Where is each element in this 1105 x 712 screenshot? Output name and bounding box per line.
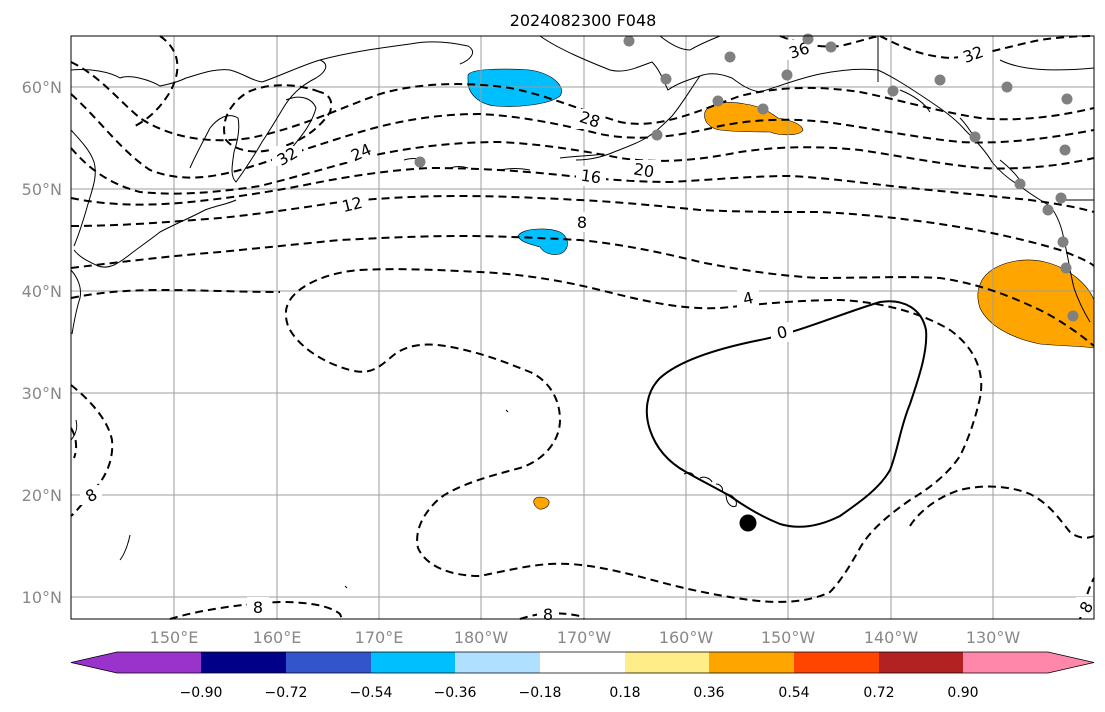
colorbar-segment xyxy=(625,652,709,673)
colorbar: −0.90 −0.72 −0.54 −0.36 −0.18 0.18 0.36 … xyxy=(70,651,1095,701)
positive-anomaly-hawaii-west xyxy=(533,496,550,510)
colorbar-tick-label: 0.90 xyxy=(947,685,978,701)
colorbar-segment xyxy=(540,652,625,673)
colorbar-tick-label: −0.90 xyxy=(180,685,223,701)
contour-label-8-bottom: 8 xyxy=(253,598,263,617)
colorbar-tick-label: −0.18 xyxy=(519,685,562,701)
lon-tick-label: 130°W xyxy=(966,628,1021,647)
contour-8-right xyxy=(909,485,1095,539)
contour-0 xyxy=(645,300,928,528)
contour-8-bottom-b xyxy=(519,612,585,620)
lat-tick-label: 50°N xyxy=(22,180,62,199)
negative-anomaly-bering xyxy=(467,68,562,107)
lon-tick-label: 150°E xyxy=(150,628,199,647)
contour-8-bottom xyxy=(169,600,343,620)
colorbar-tick-label: 0.18 xyxy=(609,685,640,701)
colorbar-segment xyxy=(117,652,201,673)
map-panel: 36 32 32 28 24 20 16 12 8 8 8 8 4 xyxy=(70,33,1097,624)
hawaii-marker xyxy=(739,514,757,532)
contour-label-4: 4 xyxy=(741,288,755,309)
contour-32-west xyxy=(134,35,179,127)
lat-axis: 60°N 50°N 40°N 30°N 20°N 10°N xyxy=(22,78,62,607)
colorbar-outline xyxy=(70,651,1095,674)
contour-8-left-b xyxy=(70,427,78,459)
lon-axis: 150°E 160°E 170°E 180°W 170°W 160°W 150°… xyxy=(150,628,1021,647)
colorbar-tick-label: −0.72 xyxy=(265,685,308,701)
colorbar-tick-label: −0.54 xyxy=(350,685,393,701)
negative-anomaly-aleutian xyxy=(517,228,568,255)
colorbar-tick-label: −0.36 xyxy=(434,685,477,701)
lon-tick-label: 160°W xyxy=(659,628,714,647)
contour-28 xyxy=(70,61,1095,142)
contour-8-left xyxy=(70,384,114,517)
contour-label-8-bottom-b: 8 xyxy=(543,605,553,624)
lon-tick-label: 180°W xyxy=(454,628,509,647)
lon-tick-label: 170°E xyxy=(355,628,404,647)
contour-20 xyxy=(70,140,1095,195)
positive-anomaly-california xyxy=(977,259,1095,349)
colorbar-segment xyxy=(455,652,540,673)
contour-24 xyxy=(70,93,1095,179)
colorbar-tick-label: 0.54 xyxy=(778,685,809,701)
colorbar-segment xyxy=(286,652,371,673)
contour-4-ring xyxy=(284,268,983,603)
colorbar-segment xyxy=(963,652,1048,673)
lon-tick-label: 150°W xyxy=(761,628,816,647)
contour-4 xyxy=(70,288,281,299)
colorbar-segment xyxy=(879,652,963,673)
colorbar-segment xyxy=(794,652,879,673)
contour-12 xyxy=(70,194,1095,267)
lon-tick-label: 140°W xyxy=(864,628,919,647)
lat-tick-label: 40°N xyxy=(22,282,62,301)
map-frame xyxy=(70,35,1095,620)
lat-tick-label: 30°N xyxy=(22,384,62,403)
colorbar-tick-label: 0.72 xyxy=(863,685,894,701)
contour-label-8-north: 8 xyxy=(577,213,587,232)
lat-tick-label: 10°N xyxy=(22,588,62,607)
colorbar-segments xyxy=(70,651,1095,674)
contour-label-0: 0 xyxy=(775,322,789,343)
map-title: 2024082300 F048 xyxy=(510,11,657,30)
positive-anomaly-alaska xyxy=(704,102,804,136)
lat-tick-label: 60°N xyxy=(22,78,62,97)
colorbar-segment xyxy=(371,652,455,673)
lon-tick-label: 160°E xyxy=(253,628,302,647)
contour-32-loop xyxy=(223,84,333,153)
lat-tick-label: 20°N xyxy=(22,486,62,505)
lon-tick-label: 170°W xyxy=(557,628,612,647)
colorbar-extend-max xyxy=(1048,652,1094,673)
contour-label-20: 20 xyxy=(632,159,655,181)
contour-label-16: 16 xyxy=(580,166,603,188)
colorbar-extend-min xyxy=(71,652,117,673)
colorbar-tick-label: 0.36 xyxy=(693,685,724,701)
station-markers xyxy=(414,33,1079,322)
colorbar-tick-labels: −0.90 −0.72 −0.54 −0.36 −0.18 0.18 0.36 … xyxy=(180,685,979,701)
colorbar-segment xyxy=(201,652,286,673)
colorbar-segment xyxy=(709,652,794,673)
anomaly-fills xyxy=(467,68,1095,510)
contour-labels: 36 32 32 28 24 20 16 12 8 8 8 8 4 xyxy=(80,38,1097,624)
contour-label-12: 12 xyxy=(340,193,364,216)
